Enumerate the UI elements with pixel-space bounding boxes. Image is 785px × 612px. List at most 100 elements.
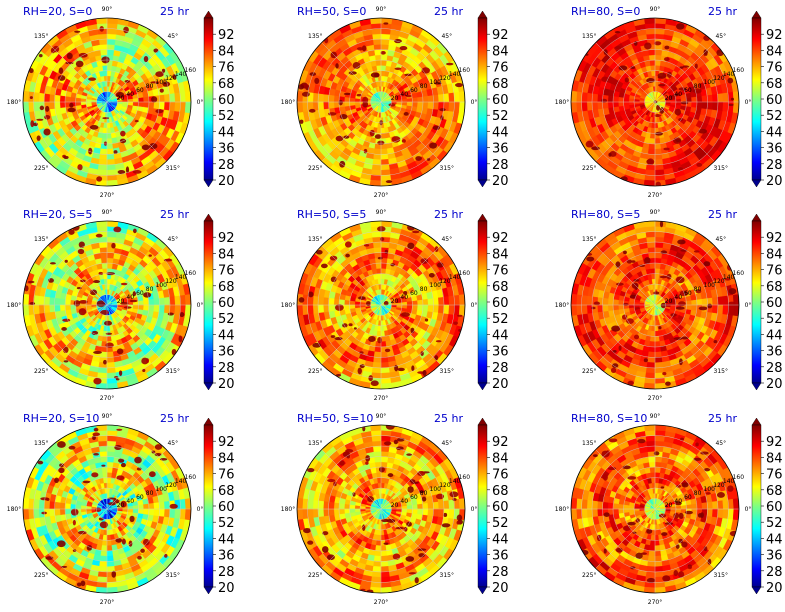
angle-tick-label: 45° (715, 440, 726, 447)
radial-tick-label: 60 (684, 87, 692, 94)
angle-tick-label: 135° (34, 236, 48, 243)
angle-tick-label: 270° (374, 192, 388, 199)
radial-tick-label: 100 (156, 282, 168, 289)
panel-time-label: 25 hr (708, 412, 737, 425)
angle-tick-label: 315° (440, 572, 454, 579)
angle-tick-label: 180° (555, 302, 569, 309)
angle-tick-label: 225° (34, 572, 48, 579)
radial-tick-label: 160 (459, 67, 471, 74)
panel-title: RH=50, S=0 (297, 5, 366, 18)
radial-tick-label: 20 (391, 298, 399, 305)
radial-tick-label: 20 (117, 298, 125, 305)
angle-tick-label: 45° (715, 33, 726, 40)
angle-tick-label: 180° (555, 506, 569, 513)
panel-title: RH=80, S=10 (571, 412, 647, 425)
colorbar-tick-label: 84 (492, 247, 509, 262)
colorbar-tick-label: 52 (218, 109, 235, 124)
radial-tick-label: 100 (430, 79, 442, 86)
colorbar-tick-label: 76 (492, 264, 509, 279)
angle-tick-label: 180° (7, 506, 21, 513)
angle-tick-label: 225° (582, 572, 596, 579)
radial-tick-label: 120 (439, 278, 451, 285)
angle-tick-label: 90° (376, 6, 387, 13)
polar-panel: 204060801001201401600°45°90°135°180°225°… (7, 208, 235, 402)
radial-tick-label: 60 (684, 290, 692, 297)
colorbar-tick-label: 84 (218, 247, 235, 262)
colorbar-tick-label: 60 (492, 296, 509, 311)
colorbar-tick-label: 76 (766, 61, 783, 76)
colorbar-tick-label: 28 (766, 158, 783, 173)
colorbar-gradient (203, 220, 214, 384)
polar-panel: 204060801001201401600°45°90°135°180°225°… (555, 412, 783, 606)
colorbar-extend-bottom (751, 382, 762, 391)
radial-tick-label: 140 (175, 478, 187, 485)
colorbar-tick-label: 28 (766, 565, 783, 580)
colorbar-tick-label: 60 (218, 93, 235, 108)
radial-tick-label: 100 (704, 79, 716, 86)
polar-frame (296, 424, 466, 594)
colorbar-tick-label: 76 (218, 61, 235, 76)
colorbar-tick-label: 68 (218, 484, 235, 499)
polar-frame (570, 220, 740, 390)
polar-grid (296, 220, 466, 390)
angle-tick-label: 315° (166, 368, 180, 375)
colorbar-tick-label: 68 (492, 484, 509, 499)
radial-tick-label: 20 (117, 502, 125, 509)
radial-tick-label: 80 (694, 490, 702, 497)
angle-tick-label: 135° (308, 33, 322, 40)
colorbar-extend-bottom (751, 586, 762, 595)
radial-tick-label: 40 (400, 91, 408, 98)
radial-tick-label: 80 (146, 490, 154, 497)
colorbar-extend-bottom (751, 179, 762, 188)
angle-tick-label: 0° (745, 506, 752, 513)
radial-tick-label: 40 (674, 498, 682, 505)
panel-time-label: 25 hr (708, 5, 737, 18)
radial-tick-label: 140 (723, 71, 735, 78)
radial-tick-label: 40 (400, 294, 408, 301)
colorbar-extend-top (751, 10, 762, 19)
angle-tick-label: 0° (471, 99, 478, 106)
angle-tick-label: 90° (102, 6, 113, 13)
angle-tick-label: 45° (441, 33, 452, 40)
polar-grid (570, 17, 740, 187)
panel-time-label: 25 hr (708, 208, 737, 221)
colorbar-tick-label: 36 (766, 142, 783, 157)
colorbar-tick-label: 92 (218, 231, 235, 246)
colorbar-gradient (751, 424, 762, 588)
colorbar-tick-label: 36 (492, 549, 509, 564)
polar-grid (22, 17, 192, 187)
colorbar-tick-label: 52 (218, 516, 235, 531)
angle-tick-label: 90° (650, 413, 661, 420)
radial-tick-label: 80 (420, 490, 428, 497)
radial-tick-label: 60 (136, 87, 144, 94)
angle-tick-label: 90° (102, 413, 113, 420)
angle-tick-label: 225° (582, 165, 596, 172)
radial-tick-label: 120 (439, 482, 451, 489)
angle-tick-label: 135° (34, 440, 48, 447)
angle-tick-label: 0° (745, 99, 752, 106)
polar-frame (570, 17, 740, 187)
polar-panel: 204060801001201401600°45°90°135°180°225°… (7, 5, 235, 199)
colorbar-tick-label: 20 (492, 581, 509, 596)
colorbar-tick-label: 44 (492, 125, 509, 140)
colorbar-tick-label: 76 (492, 468, 509, 483)
panel-title: RH=20, S=5 (23, 208, 92, 221)
angle-tick-label: 90° (376, 413, 387, 420)
colorbar-tick-label: 36 (492, 345, 509, 360)
angle-tick-label: 90° (650, 209, 661, 216)
colorbar-tick-label: 60 (218, 296, 235, 311)
colorbar-extend-top (477, 417, 488, 426)
colorbar-tick-label: 20 (492, 174, 509, 189)
panels-layer: 204060801001201401600°45°90°135°180°225°… (7, 5, 783, 606)
panel-title: RH=80, S=5 (571, 208, 640, 221)
radial-tick-label: 140 (175, 71, 187, 78)
polar-panel: 204060801001201401600°45°90°135°180°225°… (281, 5, 509, 199)
colorbar-tick-label: 60 (492, 500, 509, 515)
angle-tick-label: 270° (648, 192, 662, 199)
angle-tick-label: 0° (197, 506, 204, 513)
radial-tick-label: 60 (136, 494, 144, 501)
radial-tick-label: 140 (723, 478, 735, 485)
